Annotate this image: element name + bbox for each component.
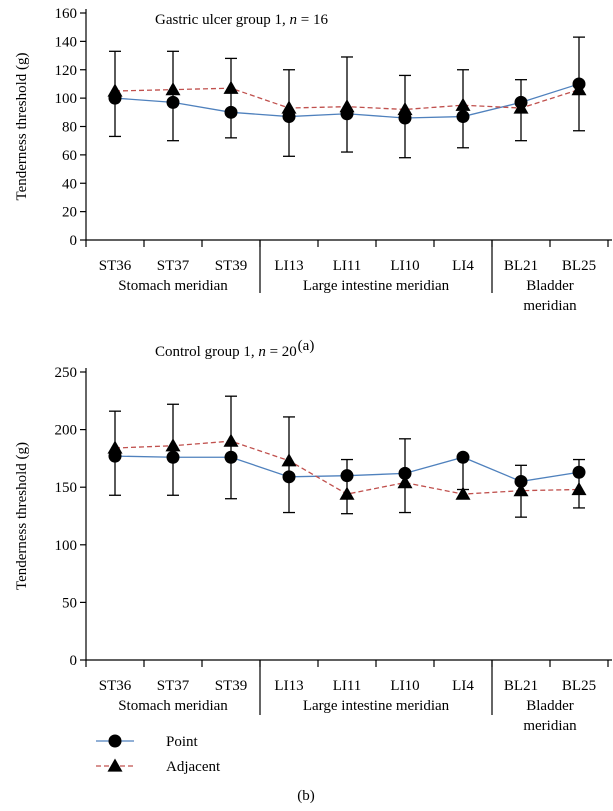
legend-marker-adjacent xyxy=(107,758,123,772)
data-point-adjacent xyxy=(107,440,123,454)
chart-panel-a: 0 20 40 60 80 100 120 140 160 Tenderness threshol… xyxy=(14,6,612,354)
x-tick-label: ST37 xyxy=(157,678,190,694)
legend-label: Point xyxy=(166,734,199,750)
x-tick-label: ST39 xyxy=(215,678,248,694)
chart-title-part: Gastric ulcer group 1, xyxy=(155,12,290,28)
group-label: Large intestine meridian xyxy=(303,698,450,714)
data-point-point xyxy=(456,110,470,124)
x-tick-label: LI11 xyxy=(333,258,362,274)
chart-title: Control group 1, n = 20 xyxy=(155,344,297,360)
x-tick-label: LI10 xyxy=(390,678,419,694)
data-point-adjacent xyxy=(513,100,529,114)
legend-label: Adjacent xyxy=(166,759,221,775)
x-tick-label: LI4 xyxy=(452,678,474,694)
x-tick-label: ST36 xyxy=(99,258,132,274)
data-point-point xyxy=(572,465,586,479)
data-point-adjacent xyxy=(223,80,239,94)
data-point-adjacent xyxy=(165,82,181,96)
data-point-point xyxy=(282,470,296,484)
y-tick-label: 150 xyxy=(55,480,78,496)
x-tick-label: LI10 xyxy=(390,258,419,274)
data-point-adjacent xyxy=(281,453,297,467)
x-tick-label: ST36 xyxy=(99,678,132,694)
data-point-adjacent xyxy=(165,438,181,452)
legend-marker-point xyxy=(108,734,122,748)
x-tick-label: BL21 xyxy=(504,678,538,694)
data-point-adjacent xyxy=(339,99,355,113)
x-tick-label: LI13 xyxy=(274,258,303,274)
y-tick-label: 40 xyxy=(62,176,77,192)
panel-label: (a) xyxy=(298,338,315,354)
data-point-adjacent xyxy=(223,433,239,447)
data-point-point xyxy=(398,466,412,480)
data-point-adjacent xyxy=(455,486,471,500)
x-tick-label: BL25 xyxy=(562,678,596,694)
y-tick-label: 200 xyxy=(55,423,78,439)
chart-title-part: = 16 xyxy=(297,12,328,28)
group-label: Large intestine meridian xyxy=(303,278,450,294)
y-tick-label: 0 xyxy=(70,233,78,249)
x-tick-label: BL25 xyxy=(562,258,596,274)
chart-title-part: Control group 1, xyxy=(155,344,258,360)
y-tick-label: 0 xyxy=(70,653,78,669)
y-tick-label: 100 xyxy=(55,91,78,107)
y-tick-label: 60 xyxy=(62,148,77,164)
chart-panel-b: 0 50 100 150 200 250 Tenderness threshold (g) C… xyxy=(14,344,612,804)
data-point-adjacent xyxy=(107,83,123,97)
panel-label: (b) xyxy=(297,788,315,804)
group-label: Bladder xyxy=(526,278,573,294)
chart-title: Gastric ulcer group 1, n = 16 xyxy=(155,12,329,28)
x-tick-label: LI11 xyxy=(333,678,362,694)
data-point-adjacent xyxy=(455,97,471,111)
y-tick-label: 250 xyxy=(55,365,78,381)
x-tick-label: LI4 xyxy=(452,258,474,274)
x-tick-label: ST37 xyxy=(157,258,190,274)
data-point-point xyxy=(340,469,354,483)
data-point-point xyxy=(224,105,238,119)
data-point-point xyxy=(224,450,238,464)
chart-title-n: n xyxy=(258,344,266,360)
data-point-point xyxy=(456,450,470,464)
group-label: Stomach meridian xyxy=(118,698,228,714)
data-point-adjacent xyxy=(571,482,587,496)
data-point-adjacent xyxy=(397,475,413,489)
data-point-adjacent xyxy=(513,483,529,497)
legend: Point Adjacent xyxy=(96,734,221,775)
y-tick-label: 50 xyxy=(62,595,77,611)
x-tick-label: ST39 xyxy=(215,258,248,274)
x-tick-label: LI13 xyxy=(274,678,303,694)
y-tick-label: 160 xyxy=(55,6,78,22)
data-point-adjacent xyxy=(281,100,297,114)
y-axis-title: Tenderness threshold (g) xyxy=(14,52,30,200)
group-label: Bladder xyxy=(526,698,573,714)
group-label: meridian xyxy=(523,718,577,734)
data-point-adjacent xyxy=(339,486,355,500)
y-tick-label: 120 xyxy=(55,63,78,79)
y-tick-label: 140 xyxy=(55,34,78,50)
data-point-adjacent xyxy=(571,82,587,96)
data-point-point xyxy=(166,450,180,464)
y-tick-label: 80 xyxy=(62,120,77,136)
y-tick-label: 100 xyxy=(55,538,78,554)
group-label: Stomach meridian xyxy=(118,278,228,294)
group-label: meridian xyxy=(523,298,577,314)
x-tick-label: BL21 xyxy=(504,258,538,274)
data-point-adjacent xyxy=(397,101,413,116)
chart-title-part: = 20 xyxy=(266,344,297,360)
data-point-point xyxy=(514,474,528,488)
data-point-point xyxy=(166,95,180,109)
y-tick-label: 20 xyxy=(62,205,77,221)
chart-title-n: n xyxy=(290,12,298,28)
y-axis-title: Tenderness threshold (g) xyxy=(14,442,30,590)
